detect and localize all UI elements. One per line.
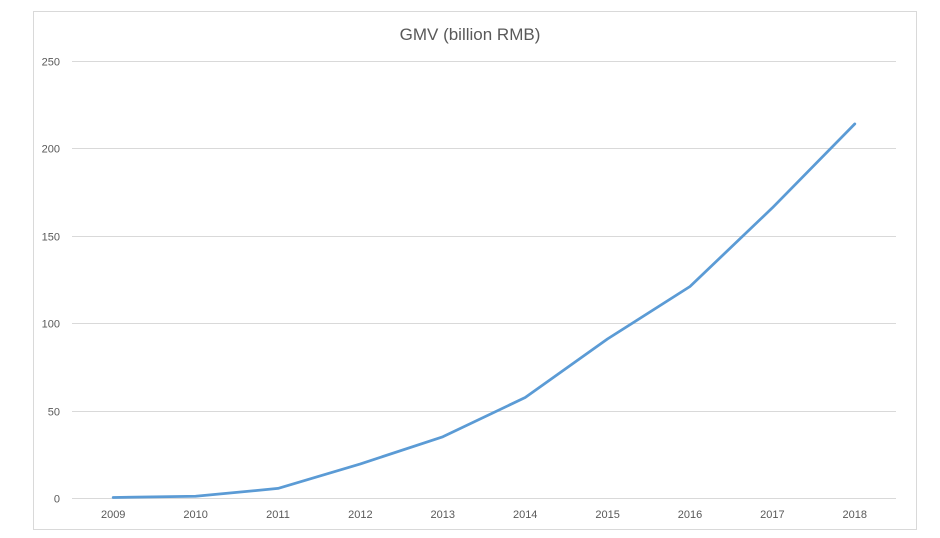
y-tick-label: 50 — [48, 407, 60, 419]
x-tick-label: 2015 — [595, 509, 619, 521]
series-line — [111, 122, 857, 499]
gridlines — [72, 61, 896, 499]
series-layer — [111, 122, 857, 499]
y-tick-label: 100 — [42, 319, 60, 331]
x-tick-label: 2010 — [183, 509, 207, 521]
y-tick-label: 250 — [42, 57, 60, 69]
y-tick-label: 0 — [54, 494, 60, 506]
x-tick-label: 2018 — [843, 509, 867, 521]
x-tick-label: 2011 — [266, 509, 290, 521]
x-tick-label: 2012 — [348, 509, 372, 521]
chart-title: GMV (billion RMB) — [400, 25, 541, 44]
x-axis-tick-labels: 2009 2010 2011 2012 2013 2014 2015 2016 2017 2018 — [101, 509, 867, 521]
chart-border — [33, 11, 917, 530]
x-tick-label: 2017 — [760, 509, 784, 521]
x-tick-label: 2013 — [431, 509, 455, 521]
y-axis-tick-labels: 0 50 100 150 200 250 — [42, 57, 60, 506]
y-tick-label: 150 — [42, 232, 60, 244]
y-tick-label: 200 — [42, 144, 60, 156]
x-tick-label: 2016 — [678, 509, 702, 521]
x-tick-label: 2014 — [513, 509, 537, 521]
x-tick-label: 2009 — [101, 509, 125, 521]
